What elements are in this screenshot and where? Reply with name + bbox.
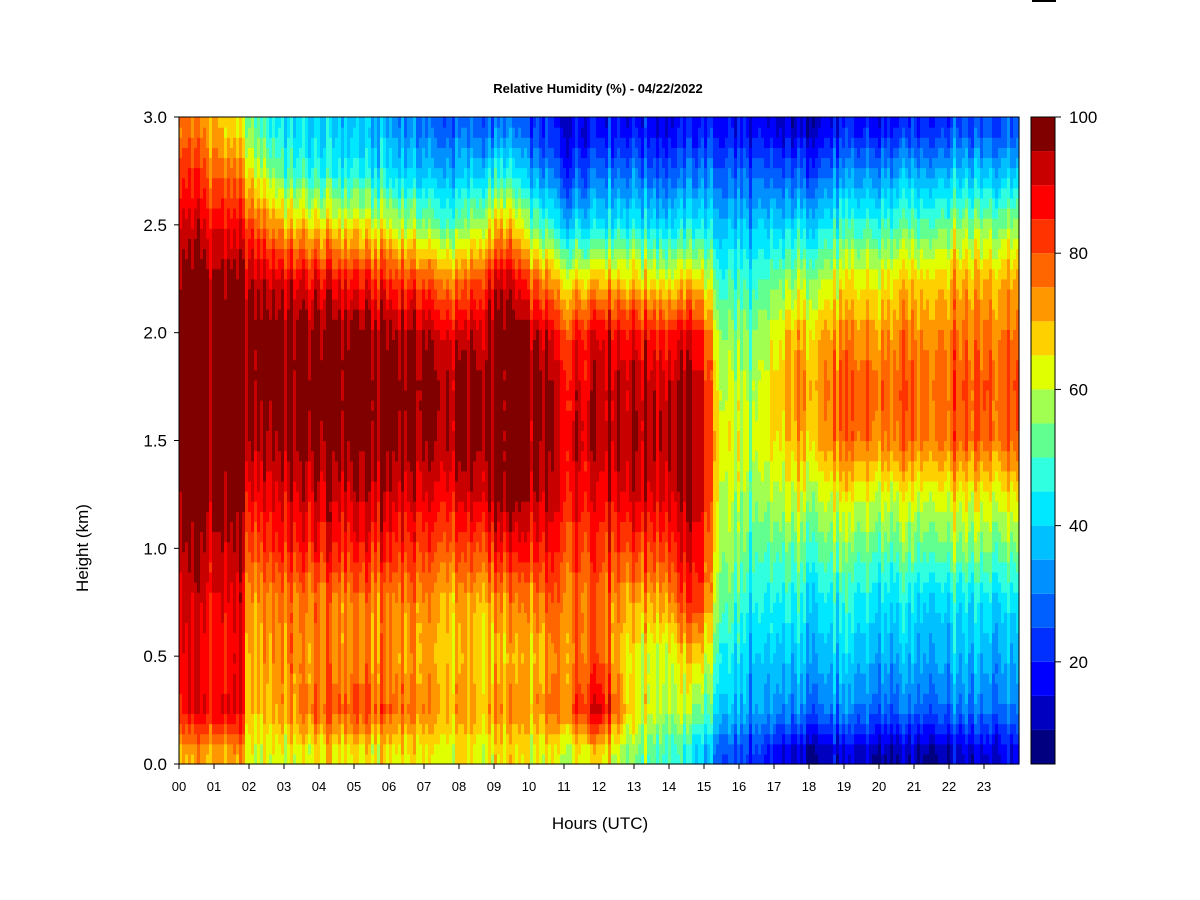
heatmap-cells	[179, 117, 1020, 765]
chart-title: Relative Humidity (%) - 04/22/2022	[493, 81, 703, 96]
